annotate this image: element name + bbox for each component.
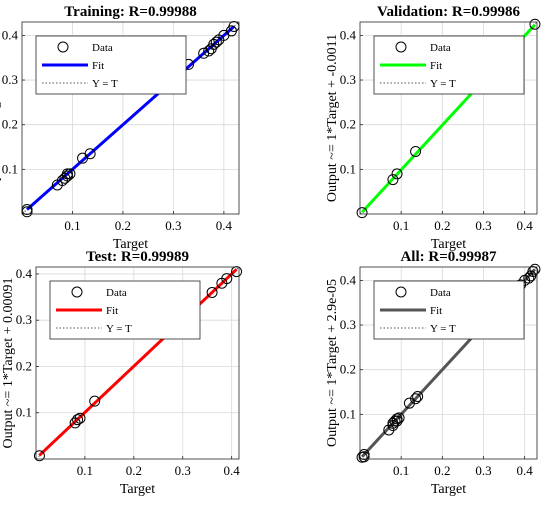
legend-data-marker bbox=[395, 286, 407, 298]
y-tick-label: 0.1 bbox=[340, 161, 356, 176]
y-tick-label: 0.3 bbox=[340, 317, 356, 332]
data-point bbox=[72, 414, 84, 426]
data-point bbox=[527, 265, 539, 277]
legend-label-fit: Fit bbox=[430, 60, 442, 72]
legend: Data Fit Y = T bbox=[35, 35, 187, 95]
x-tick-label: 0.1 bbox=[64, 218, 80, 233]
y-tick-label: 0.2 bbox=[340, 117, 356, 132]
data-point bbox=[523, 272, 535, 284]
y-tick-label: 0.1 bbox=[2, 161, 18, 176]
y-axis-label: Output ~= 1*Target + -0.0011 bbox=[325, 34, 340, 202]
plot-panel-4: 0.1 0.2 0.3 0.4 0.1 0.2 0.3 0.4 All: R=0.99987 Ta… bbox=[325, 249, 541, 497]
axes-frame bbox=[359, 21, 538, 215]
y-axis-label: Output ~= 1*Target + 0.00091 bbox=[1, 277, 16, 448]
data-point bbox=[393, 412, 405, 424]
legend-data-marker bbox=[57, 41, 69, 53]
data-point bbox=[529, 18, 541, 30]
data-point bbox=[74, 412, 86, 424]
legend-label-data: Data bbox=[430, 42, 451, 54]
x-tick-label: 0.3 bbox=[165, 218, 181, 233]
x-tick-label: 0.2 bbox=[115, 218, 131, 233]
data-point bbox=[210, 36, 222, 48]
legend-data-marker bbox=[395, 41, 407, 53]
x-tick-label: 0.3 bbox=[475, 463, 491, 478]
x-tick-label: 0.2 bbox=[434, 463, 450, 478]
x-tick-label: 0.3 bbox=[175, 463, 191, 478]
y-tick-label: 0.4 bbox=[16, 266, 33, 281]
y-tick-label: 0.2 bbox=[340, 362, 356, 377]
y-tick-label: 0.1 bbox=[340, 406, 356, 421]
legend: Data Fit Y = T bbox=[49, 280, 201, 340]
y-tick-label: 0.2 bbox=[16, 358, 32, 373]
axes-frame bbox=[359, 266, 538, 460]
legend: Data Fit Y = T bbox=[373, 35, 525, 95]
x-tick-label: 0.1 bbox=[77, 463, 93, 478]
fit-line bbox=[38, 268, 238, 457]
plot-panel-3: 0.1 0.2 0.3 0.4 0.1 0.2 0.3 0.4 Test: R=0.99989 T… bbox=[1, 249, 243, 497]
legend-label-identity: Y = T bbox=[430, 78, 456, 90]
x-tick-label: 0.4 bbox=[517, 463, 534, 478]
x-tick-label: 0.2 bbox=[434, 218, 450, 233]
legend-label-data: Data bbox=[106, 287, 127, 299]
data-point bbox=[61, 168, 73, 180]
x-axis-label: Target bbox=[431, 482, 466, 497]
data-point bbox=[410, 145, 422, 157]
data-point bbox=[529, 263, 541, 275]
x-axis-label: Target bbox=[120, 482, 155, 497]
y-tick-label: 0.4 bbox=[340, 272, 357, 287]
legend-label-identity: Y = T bbox=[430, 323, 456, 335]
legend: Data Fit Y = T bbox=[373, 280, 525, 340]
data-point bbox=[84, 148, 96, 160]
x-tick-label: 0.3 bbox=[475, 218, 491, 233]
plot-title: Training: R=0.99988 bbox=[64, 4, 196, 20]
legend-data-marker bbox=[71, 286, 83, 298]
legend-label-fit: Fit bbox=[92, 60, 104, 72]
plot-title: All: R=0.99987 bbox=[400, 249, 497, 265]
plot-panel-1: 0.1 0.2 0.3 0.4 0.1 0.2 0.3 0.4 Training: R=0.99… bbox=[0, 4, 240, 252]
x-tick-label: 0.4 bbox=[216, 218, 233, 233]
y-axis-label: Output ~= 1*Target + 2.9e-05 bbox=[325, 279, 340, 447]
data-point bbox=[64, 168, 76, 180]
y-tick-label: 0.4 bbox=[2, 27, 19, 42]
data-point bbox=[387, 174, 399, 186]
x-tick-label: 0.4 bbox=[517, 218, 534, 233]
y-tick-label: 0.2 bbox=[2, 117, 18, 132]
y-tick-label: 0.1 bbox=[16, 405, 32, 420]
axes-frame bbox=[35, 266, 240, 460]
x-tick-label: 0.1 bbox=[393, 463, 409, 478]
plot-title: Test: R=0.99989 bbox=[86, 249, 189, 265]
y-axis-label: Output ~= 1*Target + 6.2e-05 bbox=[0, 34, 2, 202]
x-tick-label: 0.4 bbox=[224, 463, 241, 478]
axes-frame bbox=[21, 21, 240, 215]
plot-panel-2: 0.1 0.2 0.3 0.4 0.1 0.2 0.3 0.4 Validation: R=0.… bbox=[325, 4, 541, 252]
fit-line bbox=[26, 25, 235, 211]
data-point bbox=[33, 450, 45, 462]
x-axis-label: Target bbox=[113, 237, 148, 252]
x-tick-label: 0.2 bbox=[126, 463, 142, 478]
x-tick-label: 0.1 bbox=[393, 218, 409, 233]
data-point bbox=[89, 395, 101, 407]
data-point bbox=[221, 273, 233, 285]
legend-label-identity: Y = T bbox=[92, 78, 118, 90]
y-tick-label: 0.3 bbox=[340, 72, 356, 87]
data-point bbox=[412, 390, 424, 402]
y-tick-label: 0.3 bbox=[16, 312, 32, 327]
legend-label-data: Data bbox=[92, 42, 113, 54]
x-axis-label: Target bbox=[431, 237, 466, 252]
data-point bbox=[358, 449, 370, 461]
data-point bbox=[391, 168, 403, 180]
legend-label-fit: Fit bbox=[430, 305, 442, 317]
data-point bbox=[410, 393, 422, 405]
legend-label-identity: Y = T bbox=[106, 323, 132, 335]
legend-label-fit: Fit bbox=[106, 305, 118, 317]
y-tick-label: 0.4 bbox=[340, 27, 357, 42]
y-tick-label: 0.3 bbox=[2, 72, 18, 87]
data-point bbox=[356, 207, 368, 219]
plot-title: Validation: R=0.99986 bbox=[377, 4, 521, 20]
data-point bbox=[206, 286, 218, 298]
legend-label-data: Data bbox=[430, 287, 451, 299]
